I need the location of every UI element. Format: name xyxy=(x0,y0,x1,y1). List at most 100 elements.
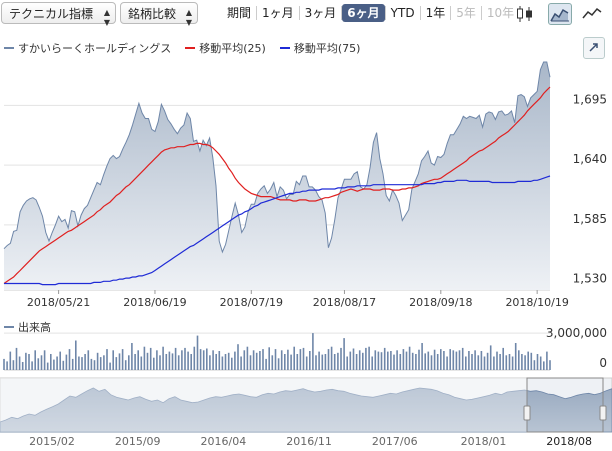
navigator-tick-label: 2018/01 xyxy=(461,435,507,448)
volume-bar xyxy=(530,352,533,370)
volume-bar xyxy=(28,354,30,370)
volume-bar xyxy=(87,350,90,370)
volume-bar xyxy=(31,361,33,370)
volume-bar xyxy=(243,350,246,370)
period-label: 期間 xyxy=(227,6,252,20)
y-tick-label: 1,530 xyxy=(573,272,607,286)
volume-bar xyxy=(3,358,5,370)
volume-bar xyxy=(452,350,455,370)
candlestick-chart-button[interactable] xyxy=(514,3,538,25)
volume-bar xyxy=(153,357,155,370)
navigator-tick-label: 2015/02 xyxy=(29,435,75,448)
volume-bar xyxy=(321,354,324,370)
navigator-tick-label: 2015/09 xyxy=(115,435,161,448)
period-10y-button[interactable]: 10年 xyxy=(486,6,515,20)
navigator-handle[interactable] xyxy=(523,405,531,421)
volume-bar xyxy=(387,351,389,370)
volume-bar xyxy=(411,352,414,370)
volume-bar xyxy=(37,358,40,370)
volume-bar xyxy=(18,356,21,370)
compare-select[interactable]: 銘柄比較 ▲ ▼ xyxy=(120,2,198,27)
volume-bar xyxy=(536,354,539,370)
volume-bar xyxy=(234,351,236,370)
volume-bar xyxy=(290,354,292,370)
volume-bar xyxy=(131,343,133,370)
volume-bar xyxy=(99,357,102,370)
volume-bar xyxy=(521,354,523,370)
volume-bar xyxy=(486,352,489,370)
volume-bar xyxy=(427,351,430,370)
navigator-area xyxy=(0,387,612,433)
volume-bar xyxy=(352,348,355,370)
volume-bar xyxy=(511,356,514,370)
legend-label: 移動平均(75) xyxy=(293,42,361,55)
period-divider xyxy=(419,6,421,20)
navigator-handle[interactable] xyxy=(599,405,607,421)
chart-legend: すかいらーくホールディングス 移動平均(25) 移動平均(75) xyxy=(4,40,360,56)
volume-bar xyxy=(115,357,118,370)
volume-bar xyxy=(53,359,55,370)
legend-item-ma25: 移動平均(25) xyxy=(185,40,266,56)
legend-item-price: すかいらーくホールディングス xyxy=(4,40,171,56)
x-tick-label: 2018/08/17 xyxy=(313,296,376,309)
legend-label: すかいらーくホールディングス xyxy=(18,42,172,55)
volume-bar xyxy=(224,354,227,370)
volume-bar xyxy=(502,347,504,370)
ma25-line xyxy=(3,86,551,284)
volume-bar xyxy=(62,360,65,370)
navigator-mask xyxy=(0,378,527,432)
y-tick-label: 1,695 xyxy=(573,92,607,106)
period-1m-button[interactable]: 1ヶ月 xyxy=(262,6,294,20)
volume-bar xyxy=(156,350,158,370)
period-1y-button[interactable]: 1年 xyxy=(425,6,446,20)
volume-bar xyxy=(268,347,270,370)
navigator-selection[interactable] xyxy=(526,377,604,433)
chart-settings-button[interactable] xyxy=(583,37,605,59)
volume-bar xyxy=(527,351,529,370)
volume-bar xyxy=(465,356,467,370)
volume-bar xyxy=(199,349,202,370)
volume-bar xyxy=(365,347,367,370)
volume-bar xyxy=(262,349,264,370)
volume-bar xyxy=(124,360,127,370)
volume-bar xyxy=(349,351,352,370)
expand-icon xyxy=(589,43,598,52)
line-chart-button[interactable] xyxy=(580,3,604,25)
legend-swatch xyxy=(279,47,290,49)
volume-bar xyxy=(12,360,15,370)
volume-bar xyxy=(408,346,411,370)
volume-bar xyxy=(346,356,348,370)
volume-bar xyxy=(168,351,171,370)
technical-indicator-select[interactable]: テクニカル指標 ▲ ▼ xyxy=(1,2,116,27)
area-chart-button[interactable] xyxy=(548,3,572,25)
volume-bar xyxy=(284,354,286,370)
volume-bar xyxy=(358,350,361,370)
period-5y-button[interactable]: 5年 xyxy=(456,6,476,20)
volume-bar xyxy=(458,350,461,370)
x-tick-label: 2018/06/19 xyxy=(123,296,186,309)
volume-bar xyxy=(383,347,386,370)
period-ytd-button[interactable]: YTD xyxy=(390,6,415,20)
volume-bar xyxy=(6,361,8,370)
volume-bar xyxy=(514,343,517,370)
volume-bar xyxy=(121,349,124,370)
volume-bar xyxy=(34,350,36,370)
legend-item-ma75: 移動平均(75) xyxy=(279,40,361,56)
period-divider xyxy=(298,6,300,20)
volume-bar xyxy=(246,346,249,370)
y-tick-label: 1,640 xyxy=(573,152,607,166)
period-divider xyxy=(450,6,452,20)
legend-swatch xyxy=(4,47,14,49)
volume-bar xyxy=(255,352,258,370)
volume-bar xyxy=(237,344,239,370)
select-arrows-icon: ▲ ▼ xyxy=(185,8,192,27)
period-3m-button[interactable]: 3ヶ月 xyxy=(304,6,337,20)
volume-bar xyxy=(112,350,114,370)
volume-bar xyxy=(461,347,464,370)
volume-bar xyxy=(75,340,77,370)
legend-swatch xyxy=(4,326,14,328)
select-arrows-icon: ▲ ▼ xyxy=(103,8,110,27)
period-6m-button[interactable]: 6ヶ月 xyxy=(342,4,385,22)
legend-label: 移動平均(25) xyxy=(199,42,266,55)
volume-bar xyxy=(202,350,205,370)
